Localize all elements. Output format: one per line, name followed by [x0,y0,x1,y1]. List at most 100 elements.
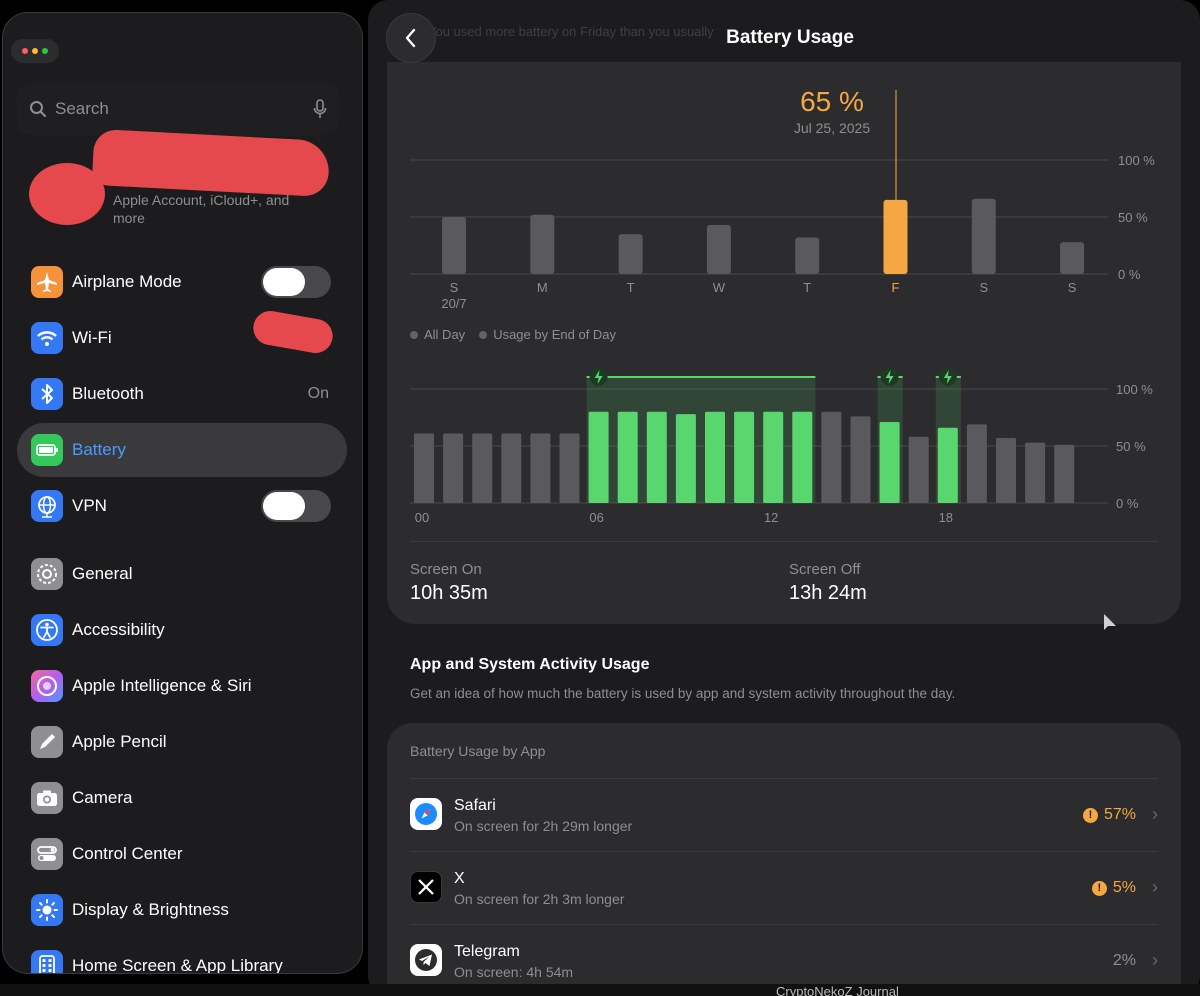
weekly-bar[interactable] [618,234,643,274]
camera-icon [31,782,63,814]
search-bar[interactable]: Search [17,83,339,135]
hourly-battery-chart[interactable]: 100 % 50 % 0 % 00 06 12 18 [368,350,1200,550]
sidebar-item-battery[interactable]: Battery [17,423,347,477]
x-tick-label: 06 [589,510,603,525]
warning-icon: ! [1082,807,1098,823]
weekly-bar[interactable] [971,198,996,274]
zoom-dot[interactable] [42,48,48,54]
weekly-bar[interactable] [530,214,555,274]
sidebar-item-camera[interactable]: Camera [17,771,347,825]
app-usage-percent: ! 5% [1091,879,1136,897]
hourly-bar[interactable] [675,414,696,503]
usage-chart-card [387,62,1181,624]
hourly-bar[interactable] [996,438,1016,503]
sidebar-item-bluetooth[interactable]: Bluetooth On [17,367,347,421]
x-tick-label: T [803,280,811,295]
globe-icon [31,490,63,522]
sidebar-item-label: Control Center [72,844,183,863]
sidebar-item-value: On [307,385,329,402]
weekly-bar[interactable] [442,217,466,274]
app-usage-row-x[interactable]: X On screen for 2h 3m longer ! 5% › [410,851,1158,923]
app-usage-row-safari[interactable]: Safari On screen for 2h 29m longer ! 57% › [410,778,1158,850]
sidebar-item-label: Bluetooth [72,384,144,403]
hourly-bar[interactable] [617,411,638,503]
hourly-bar[interactable] [821,411,842,503]
toggle-switch[interactable] [261,266,331,298]
account-subtitle: Apple Account, iCloud+, and more [113,192,290,226]
row-separator [410,851,1158,852]
hourly-bar[interactable] [472,433,493,503]
hourly-bar[interactable] [763,411,784,503]
hourly-bar[interactable] [1025,442,1046,503]
legend-all-day: All Day [410,327,465,342]
sidebar-item-label: Accessibility [72,620,165,639]
screen-off-label: Screen Off [789,561,861,578]
y-tick-label: 0 % [1116,496,1139,511]
sidebar-item-apple-pencil[interactable]: Apple Pencil [17,715,347,769]
sidebar-item-label: Battery [72,440,126,459]
sidebar-item-apple-intelligence-siri[interactable]: Apple Intelligence & Siri [17,659,347,713]
toggle-knob [263,268,305,296]
safari-icon [410,798,442,830]
weekly-bar[interactable] [883,199,908,274]
microphone-icon[interactable] [313,99,327,119]
weekly-bar[interactable] [795,237,820,274]
x-tick-label: S [1068,280,1077,295]
x-tick-label: M [537,280,548,295]
close-dot[interactable] [22,48,28,54]
app-usage-percent: 2% [1112,952,1136,969]
back-button[interactable] [386,13,436,63]
sidebar-item-label: Display & Brightness [72,900,229,919]
hourly-bar[interactable] [414,433,434,503]
weekly-bar[interactable] [706,224,731,274]
taskbar-item[interactable]: CryptoNekoZ Journal [776,984,899,996]
hourly-bar[interactable] [530,433,551,503]
telegram-icon [410,944,442,976]
siri-icon [31,670,63,702]
hourly-bar[interactable] [850,416,871,503]
weekly-battery-chart[interactable]: 100 %50 %0 %S M T W T F S S20/7 [368,0,1200,320]
sidebar-item-general[interactable]: General [17,547,347,601]
hourly-bar[interactable] [879,422,900,503]
app-usage-detail: On screen: 4h 54m [454,964,574,980]
weekly-bar[interactable] [1060,242,1085,274]
app-usage-percent: ! 57% [1082,806,1136,824]
hourly-bar[interactable] [646,411,667,503]
gear-icon [31,558,63,590]
sidebar-item-label: Wi-Fi [72,328,112,347]
search-input[interactable]: Search [55,99,109,118]
minimize-dot[interactable] [32,48,38,54]
sidebar-item-airplane-mode[interactable]: Airplane Mode [17,255,347,309]
hourly-bar[interactable] [559,433,580,503]
hourly-bar[interactable] [705,411,725,503]
app-usage-row-telegram[interactable]: Telegram On screen: 4h 54m 2% › [410,924,1158,996]
sidebar-item-label: Camera [72,788,133,807]
sidebar-item-display-brightness[interactable]: Display & Brightness [17,883,347,937]
sidebar-item-control-center[interactable]: Control Center [17,827,347,881]
sidebar-item-accessibility[interactable]: Accessibility [17,603,347,657]
activity-section-title: App and System Activity Usage [410,656,650,673]
hourly-bar[interactable] [937,427,958,503]
mouse-cursor-icon [1104,614,1116,630]
hourly-bar[interactable] [1054,444,1075,503]
lightning-bolt-icon [880,368,899,386]
hourly-bar[interactable] [966,424,987,503]
apple-account-row[interactable]: Apple Account, iCloud+, and more [27,128,347,233]
hourly-bar[interactable] [588,411,609,503]
window-controls[interactable] [11,39,59,63]
x-tick-label: F [892,280,900,295]
hourly-bar[interactable] [443,433,464,503]
hourly-bar[interactable] [734,411,755,503]
hourly-bar[interactable] [501,433,522,503]
hourly-bar[interactable] [792,411,813,503]
y-tick-label: 0 % [1118,267,1141,282]
y-tick-label: 50 % [1116,439,1146,454]
y-tick-label: 100 % [1118,153,1155,168]
x-tick-label: 12 [764,510,778,525]
battery-icon [31,434,63,466]
toggle-switch[interactable] [261,490,331,522]
sidebar-item-home-screen-app-library[interactable]: Home Screen & App Library [17,939,347,973]
hourly-bar[interactable] [908,436,929,503]
sidebar-item-vpn[interactable]: VPN [17,479,347,533]
airplane-icon [31,266,63,298]
